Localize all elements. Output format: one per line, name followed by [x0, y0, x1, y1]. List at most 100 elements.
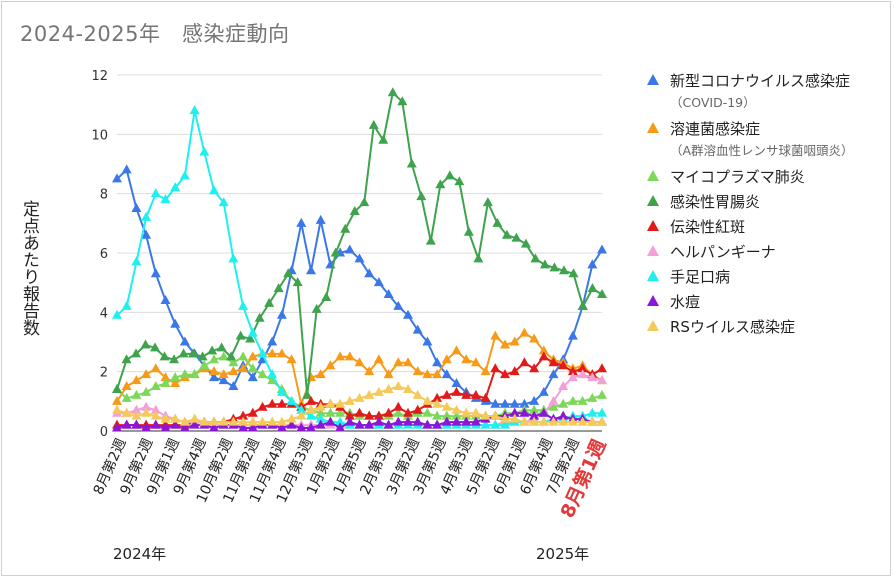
data-point	[228, 357, 239, 367]
data-point	[276, 398, 287, 408]
data-point	[247, 351, 258, 361]
data-point	[529, 410, 540, 420]
data-point	[226, 351, 237, 361]
data-point	[597, 416, 607, 426]
data-point	[393, 300, 404, 310]
data-point	[451, 386, 462, 396]
data-point	[131, 404, 142, 414]
data-point	[492, 217, 503, 227]
data-point	[538, 386, 549, 396]
legend-item: ヘルパンギーナ	[646, 241, 886, 263]
data-point	[354, 407, 365, 417]
data-point	[567, 395, 578, 405]
data-point	[461, 416, 472, 426]
data-point	[209, 185, 219, 195]
data-point	[567, 366, 578, 376]
data-point	[519, 398, 530, 408]
data-point	[451, 345, 462, 355]
data-point	[383, 289, 394, 299]
y-tick-label: 2	[100, 366, 108, 381]
data-point	[558, 410, 569, 420]
data-point	[558, 360, 569, 370]
legend-marker-icon	[647, 170, 659, 181]
data-point	[473, 253, 484, 263]
data-point	[451, 410, 462, 420]
data-point	[432, 369, 443, 379]
data-point	[178, 348, 189, 358]
data-point	[228, 416, 239, 426]
data-point	[558, 265, 569, 275]
data-point	[141, 211, 152, 221]
data-point	[422, 419, 433, 429]
data-point	[403, 309, 413, 319]
data-point	[482, 197, 493, 207]
data-point	[228, 381, 239, 390]
data-point	[538, 407, 549, 417]
data-point	[292, 277, 303, 287]
data-point	[548, 401, 559, 411]
data-point	[451, 378, 462, 388]
data-point	[306, 265, 316, 275]
data-point	[519, 416, 530, 426]
data-point	[218, 375, 229, 385]
data-point	[393, 357, 404, 367]
data-point	[403, 416, 413, 426]
data-point	[276, 422, 287, 432]
data-point	[480, 392, 491, 402]
y-tick-label: 10	[91, 128, 108, 143]
data-point	[140, 339, 151, 349]
data-point	[529, 363, 540, 373]
data-point	[170, 413, 181, 423]
data-point	[354, 253, 365, 263]
data-point	[393, 401, 404, 411]
data-point	[422, 407, 433, 417]
legend-item: 溶連菌感染症 （A群溶血性レンサ球菌咽頭炎）	[646, 118, 886, 163]
data-point	[432, 398, 443, 408]
data-point	[548, 416, 559, 426]
data-point	[587, 416, 598, 426]
data-point	[238, 410, 249, 420]
data-point	[238, 351, 249, 361]
legend-marker-icon	[647, 122, 659, 133]
data-point	[490, 410, 501, 420]
data-point	[179, 422, 190, 432]
data-point	[529, 333, 540, 343]
data-point	[325, 416, 336, 426]
data-point	[587, 372, 598, 382]
y-tick-label: 6	[100, 247, 108, 262]
data-point	[325, 407, 336, 417]
legend-label: 新型コロナウイルス感染症	[670, 72, 851, 90]
data-point	[577, 369, 588, 379]
data-point	[121, 381, 132, 390]
data-point	[451, 416, 462, 426]
data-point	[150, 381, 161, 390]
data-point	[597, 363, 607, 373]
data-point	[150, 268, 161, 278]
data-point	[422, 369, 433, 379]
data-point	[335, 398, 346, 408]
data-point	[577, 300, 588, 310]
data-point	[416, 191, 427, 201]
data-point	[179, 170, 190, 180]
data-point	[501, 229, 512, 239]
data-point	[577, 416, 588, 426]
data-point	[597, 244, 607, 254]
data-point	[159, 351, 170, 361]
data-point	[558, 398, 569, 408]
data-point	[286, 395, 297, 405]
data-point	[383, 407, 394, 417]
data-point	[218, 197, 229, 207]
data-point	[441, 410, 452, 420]
data-point	[199, 416, 210, 426]
data-point	[349, 205, 360, 215]
data-point	[373, 386, 384, 396]
data-point	[141, 369, 152, 379]
data-point	[257, 416, 268, 426]
data-point	[519, 407, 530, 417]
data-point	[199, 360, 210, 370]
data-point	[228, 366, 239, 376]
data-point	[160, 422, 171, 432]
data-point	[296, 217, 307, 227]
data-point	[160, 372, 171, 382]
